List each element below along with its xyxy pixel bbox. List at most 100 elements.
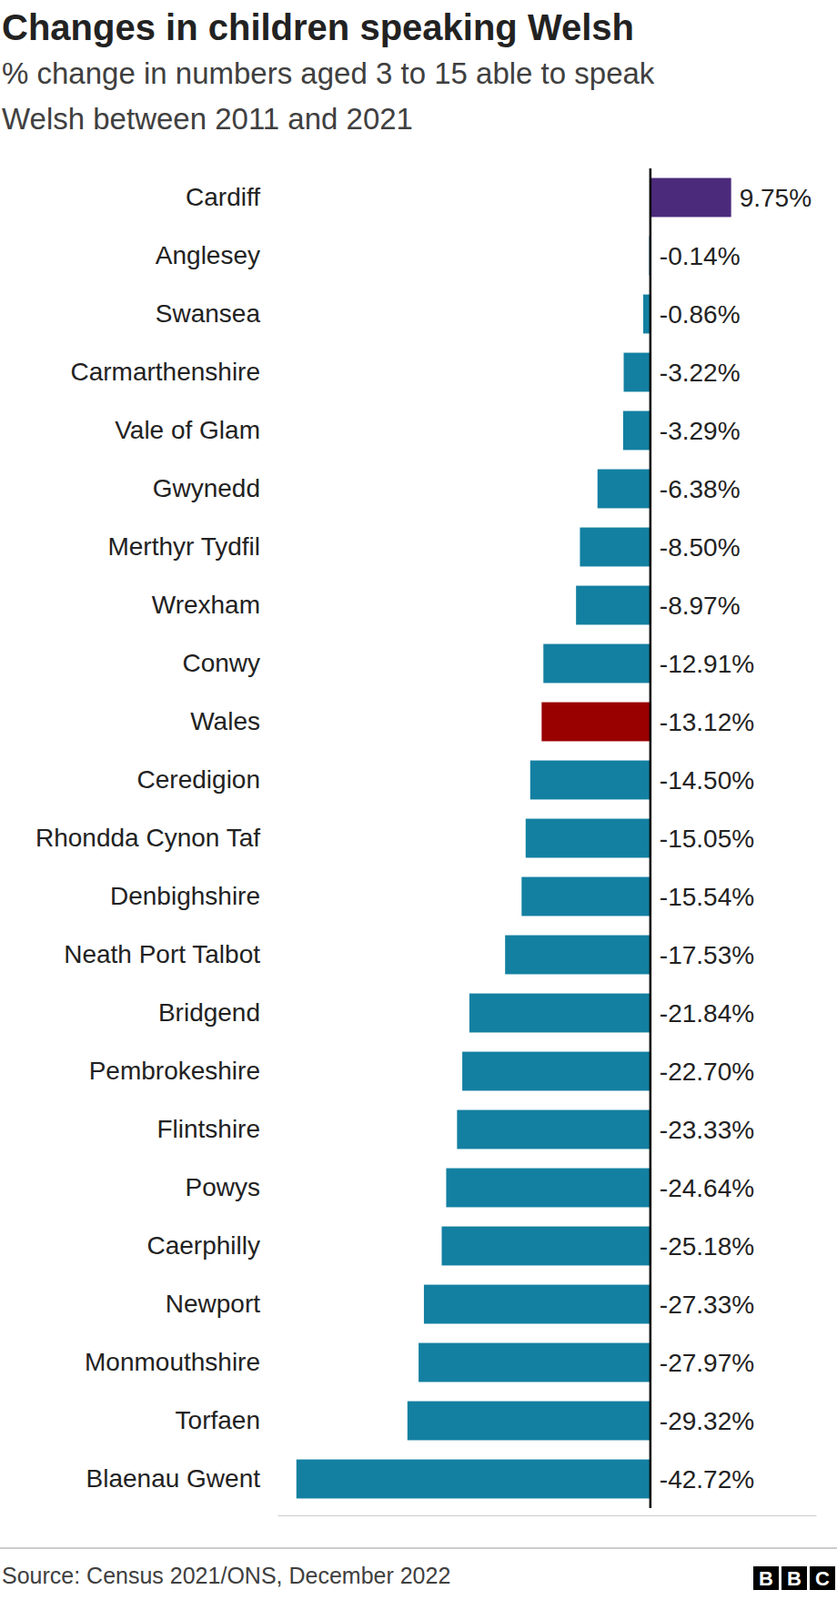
x-axis <box>278 1514 817 1517</box>
footer-rule <box>0 1546 837 1549</box>
logo-box <box>781 1565 807 1590</box>
bar <box>456 1109 650 1150</box>
logo-box <box>809 1565 836 1590</box>
chart: Changes in children speaking Welsh % chan… <box>0 0 837 1600</box>
bar <box>469 993 651 1033</box>
tick: Pembrokeshire <box>89 1056 261 1085</box>
tick-label: Neath Port Talbot <box>63 939 261 969</box>
tick: Blaenau Gwent <box>86 1463 262 1493</box>
bar <box>624 352 651 393</box>
tick: Wrexham <box>151 590 261 619</box>
data-label: -27.33% <box>659 1290 755 1319</box>
logo-box <box>753 1565 779 1590</box>
bar <box>579 527 650 567</box>
bar <box>445 1168 650 1208</box>
tick-label: Swansea <box>155 299 262 328</box>
tick-label: Merthyr Tydfil <box>107 532 261 561</box>
tick-label: Carmarthenshire <box>70 357 261 386</box>
data-label: -0.14% <box>659 242 741 271</box>
tick-label: Pembrokeshire <box>89 1056 261 1085</box>
y-axis: Cardiff Anglesey Swansea Carmarthenshire Val… <box>35 182 261 1493</box>
tick: Swansea <box>155 299 262 328</box>
tick: Bridgend <box>158 998 261 1027</box>
data-label: -6.38% <box>659 474 741 504</box>
bar <box>650 178 732 218</box>
tick-label: Newport <box>165 1289 261 1318</box>
data-label: -15.54% <box>659 882 755 911</box>
data-label: -42.72% <box>659 1464 755 1493</box>
data-label: -0.86% <box>659 300 741 329</box>
grid <box>649 168 651 1508</box>
tick: Monmouthshire <box>84 1347 261 1376</box>
tick-label: Gwynedd <box>152 473 261 503</box>
tick-label: Cardiff <box>185 182 261 212</box>
data-label: -8.97% <box>659 591 741 620</box>
data-label: -14.50% <box>659 766 755 795</box>
data-label: -8.50% <box>659 533 741 562</box>
bar <box>575 585 651 626</box>
data-label: -12.91% <box>659 649 755 678</box>
logo-letter: B <box>758 1566 774 1590</box>
tick-label: Denbighshire <box>110 881 261 910</box>
tick: Conwy <box>181 648 261 677</box>
bar <box>541 702 650 742</box>
tick: Carmarthenshire <box>70 357 261 386</box>
tick: Vale of Glam <box>114 415 261 444</box>
subtitle: % change in numbers aged 3 to 15 able to… <box>1 56 656 91</box>
bar <box>521 877 651 917</box>
logo-letter: B <box>786 1566 802 1590</box>
axis-line <box>278 1514 817 1516</box>
bar <box>530 760 651 800</box>
title: Changes in children speaking Welsh <box>1 7 635 48</box>
tick: Ceredigion <box>137 765 261 794</box>
logo: BBC <box>753 1565 836 1590</box>
data-label: -21.84% <box>659 998 755 1028</box>
tick-label: Wales <box>190 706 261 736</box>
data-label: -13.12% <box>659 707 755 737</box>
data-label: -27.97% <box>659 1348 755 1377</box>
tick-label: Blaenau Gwent <box>86 1463 262 1493</box>
bar <box>623 411 651 451</box>
tick-label: Ceredigion <box>137 765 261 794</box>
tick-label: Caerphilly <box>147 1230 262 1260</box>
data-label: -22.70% <box>659 1057 755 1086</box>
data-label: -17.53% <box>659 940 755 969</box>
tick-label: Rhondda Cynon Taf <box>35 823 261 852</box>
bar <box>407 1401 651 1441</box>
tick: Caerphilly <box>147 1230 262 1260</box>
bar <box>442 1226 651 1266</box>
tick-label: Powys <box>185 1172 261 1201</box>
tick: Denbighshire <box>110 881 261 910</box>
bar <box>462 1051 651 1091</box>
tick-label: Wrexham <box>151 590 261 619</box>
bar <box>418 1342 651 1382</box>
tick: Anglesey <box>155 241 261 270</box>
bar <box>423 1284 651 1324</box>
tick: Powys <box>185 1172 261 1201</box>
tick: Wales <box>190 706 261 736</box>
bar <box>296 1459 651 1499</box>
data-label: -3.22% <box>659 358 741 387</box>
tick: Torfaen <box>175 1405 261 1434</box>
data-label: -15.05% <box>659 824 755 853</box>
tick: Gwynedd <box>152 473 261 503</box>
data-label: -3.29% <box>659 416 741 445</box>
tick: Rhondda Cynon Taf <box>35 823 261 852</box>
tick-label: Monmouthshire <box>84 1347 261 1376</box>
data-label: -29.32% <box>659 1406 755 1435</box>
data-label: -23.33% <box>659 1115 755 1144</box>
data-label: -25.18% <box>659 1231 755 1261</box>
tick: Flintshire <box>156 1114 261 1143</box>
grid-line <box>649 168 653 1508</box>
bar <box>597 469 651 509</box>
data-label: -24.64% <box>659 1173 755 1202</box>
tick: Merthyr Tydfil <box>107 532 261 561</box>
tick: Neath Port Talbot <box>63 939 261 969</box>
data-label: 9.75% <box>739 183 812 212</box>
tick: Cardiff <box>185 182 261 212</box>
tick-label: Vale of Glam <box>114 415 261 444</box>
logo-letter: C <box>815 1566 830 1590</box>
bar <box>504 935 651 975</box>
tick-label: Torfaen <box>175 1405 261 1434</box>
tick-label: Conwy <box>181 648 261 677</box>
